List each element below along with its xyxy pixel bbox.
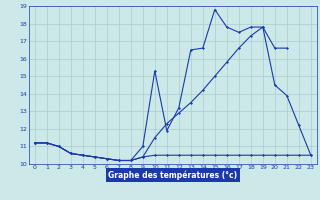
X-axis label: Graphe des températures (°c): Graphe des températures (°c) [108, 170, 237, 180]
